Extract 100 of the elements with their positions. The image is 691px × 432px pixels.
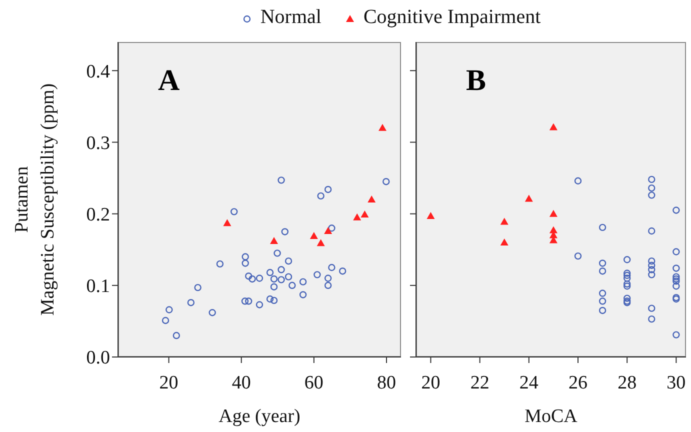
x-tick-label: 28 [618, 372, 637, 394]
point [245, 298, 252, 305]
point [378, 124, 386, 131]
point [284, 273, 292, 280]
point [672, 331, 680, 338]
point [648, 176, 656, 184]
legend-label: Normal [260, 6, 322, 29]
point [672, 248, 680, 256]
point [500, 238, 508, 246]
x-tick-label: 40 [232, 372, 251, 394]
point [648, 192, 656, 199]
point [270, 237, 278, 244]
point [549, 123, 558, 130]
y-tick-label: 0.3 [86, 132, 110, 154]
x-tick-label: 20 [159, 372, 178, 394]
point [187, 298, 195, 306]
x-tick-label: 26 [568, 372, 588, 394]
point [194, 284, 202, 292]
point [317, 192, 324, 200]
point [274, 250, 281, 257]
point [256, 301, 264, 308]
y-tick-label: 0.0 [86, 348, 110, 369]
point [598, 224, 606, 232]
point [353, 213, 362, 220]
point [648, 266, 656, 274]
point [256, 274, 264, 282]
point [324, 274, 332, 282]
point [623, 282, 631, 290]
x-tick-label: 60 [304, 372, 324, 394]
y-axis-title: Putamen Magnetic Susceptibility (ppm) [12, 83, 58, 316]
legend-label: Cognitive Impairment [363, 6, 541, 29]
point [278, 176, 285, 184]
point [598, 267, 606, 275]
point [672, 264, 680, 272]
point [270, 283, 278, 290]
point [549, 226, 558, 234]
point [648, 271, 656, 278]
point [248, 275, 256, 283]
point [338, 267, 346, 275]
point [270, 275, 278, 283]
x-tick-label: 30 [666, 372, 686, 394]
point [648, 227, 656, 235]
x-tick-label: 24 [519, 372, 539, 394]
point [623, 274, 631, 282]
point [574, 177, 582, 184]
point [426, 212, 435, 219]
point [648, 315, 656, 323]
point [299, 291, 307, 298]
point [278, 276, 285, 284]
point [172, 332, 180, 340]
x-tick-label: 22 [470, 372, 490, 394]
x-axis-title: Age (year) [218, 406, 300, 427]
x-tick-label: 80 [376, 372, 396, 394]
point [242, 253, 249, 260]
point [382, 178, 390, 186]
point [623, 272, 631, 279]
text: A [158, 64, 180, 97]
point [623, 280, 631, 288]
point [648, 262, 656, 269]
point [299, 278, 307, 286]
point [328, 224, 336, 232]
point [549, 210, 558, 217]
point [324, 227, 332, 234]
point [208, 309, 216, 316]
point [223, 219, 232, 226]
point [672, 273, 680, 280]
point [574, 252, 582, 260]
point [328, 264, 336, 272]
point [598, 260, 606, 267]
point [623, 270, 631, 277]
point [242, 260, 249, 267]
point [598, 290, 606, 297]
point [623, 256, 631, 264]
point [288, 282, 296, 290]
point [524, 194, 533, 202]
point [672, 206, 680, 214]
x-axis-title: MoCA [524, 406, 578, 427]
point [314, 271, 321, 278]
point [623, 294, 631, 302]
point [284, 257, 292, 265]
point [500, 218, 508, 225]
point [672, 275, 680, 283]
point [316, 239, 325, 246]
point [598, 298, 606, 305]
point [598, 306, 606, 314]
point [241, 298, 249, 305]
y-tick-label: 0.2 [86, 204, 110, 226]
point [266, 295, 274, 303]
text: B [466, 64, 486, 97]
point [245, 272, 252, 280]
point [368, 196, 376, 202]
point [278, 266, 285, 274]
point [216, 260, 224, 268]
point [672, 278, 680, 285]
point [648, 257, 656, 265]
point [281, 228, 288, 236]
point [648, 304, 656, 312]
point [360, 210, 369, 218]
point [310, 232, 318, 240]
point [648, 184, 656, 192]
